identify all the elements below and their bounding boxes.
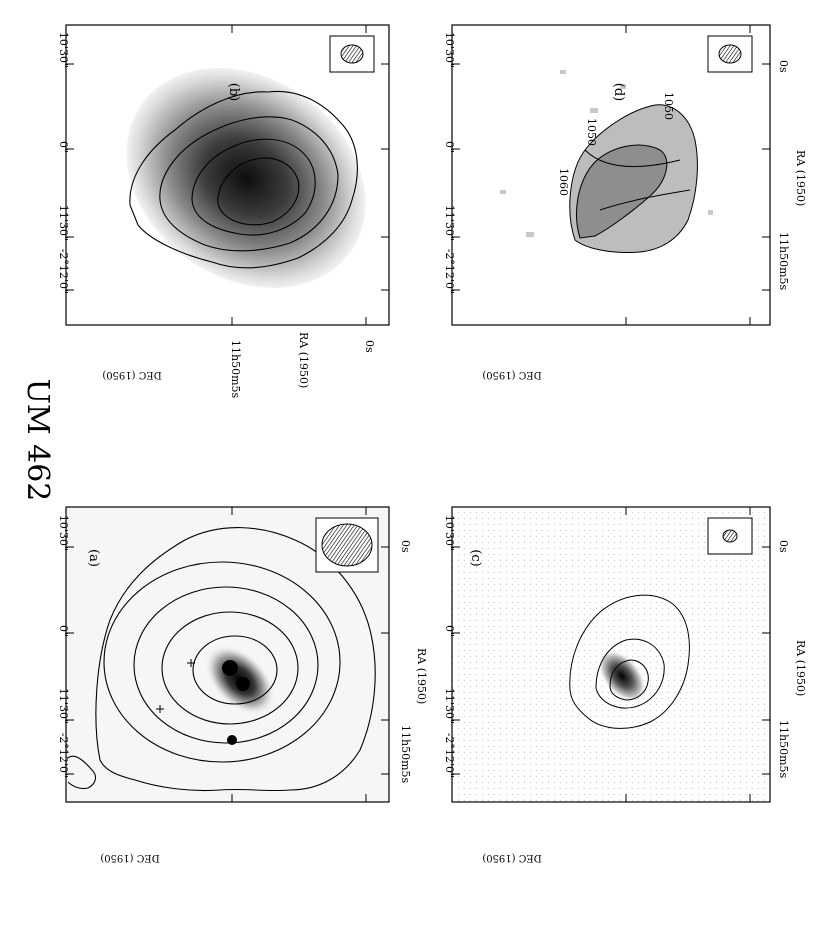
- panel-b-contour-2: [159, 116, 339, 252]
- panel-d-label: (d): [611, 83, 626, 101]
- panel-b: (b) 11h50m5s 0s RA (1950) 10'30" 0" 11'3…: [57, 24, 390, 399]
- panel-b-xlabel: RA (1950): [297, 332, 310, 388]
- panel-b-contour-outer: [129, 90, 358, 269]
- panel-d-contour-label-1: 1060: [557, 168, 570, 196]
- panel-c-dec-tick-2: 0": [443, 625, 456, 637]
- panel-a-label: (a): [86, 549, 101, 567]
- panel-a-ylabel: DEC (1950): [100, 852, 159, 863]
- panel-d-ra-tick-2: 0s: [777, 60, 790, 73]
- panel-b-ra-tick-1: 11h50m5s: [229, 340, 242, 399]
- panel-c-contour-outer: [569, 594, 690, 729]
- panel-d-dec-tick-4: -2°12'0": [443, 249, 456, 294]
- panel-a-beam-icon: [321, 523, 373, 567]
- panel-c: (c) 11h50m5s 0s RA (1950) 10'30" 0" 11'3…: [443, 506, 807, 863]
- panel-c-ra-tick-2: 0s: [777, 540, 790, 553]
- panel-a-core-2: [236, 677, 250, 691]
- panel-b-dec-tick-1: 10'30": [57, 32, 70, 68]
- panel-d-xlabel: RA (1950): [794, 150, 807, 206]
- panel-d: 1060 1050 1060 1050 (d) 11h50m5s 0s RA (…: [443, 24, 807, 380]
- panel-b-emission: [126, 67, 366, 289]
- panel-c-label: (c): [468, 549, 483, 566]
- panel-b-dec-tick-2: 0": [57, 141, 70, 153]
- panel-b-dec-tick-4: -2°12'0": [57, 249, 70, 294]
- panel-d-ylabel: DEC (1950): [482, 369, 541, 380]
- panel-c-dec-tick-3: 11'30": [443, 688, 456, 724]
- panel-c-ra-tick-1: 11h50m5s: [777, 720, 790, 779]
- panel-a-core-1: [222, 660, 238, 676]
- panel-b-beam-icon: [340, 44, 364, 64]
- panel-c-xlabel: RA (1950): [794, 640, 807, 696]
- panel-c-dec-tick-1: 10'30": [443, 515, 456, 551]
- panel-b-contour-3: [191, 138, 316, 236]
- panel-d-contour-label-4: 1050: [662, 92, 675, 120]
- panel-d-dec-tick-1: 10'30": [443, 32, 456, 68]
- panel-d-ra-tick-1: 11h50m5s: [777, 232, 790, 291]
- panel-a-ra-tick-1: 11h50m5s: [399, 725, 412, 784]
- panel-b-label: (b): [226, 83, 241, 101]
- panel-d-dec-tick-2: 0": [443, 141, 456, 153]
- panel-d-beam-icon: [718, 44, 742, 64]
- panel-a-ra-tick-2: 0s: [399, 540, 412, 553]
- panel-a-dec-tick-4: -2°12'0": [57, 733, 70, 778]
- panel-a-dec-tick-1: 10'30": [57, 515, 70, 551]
- panel-b-contour-4: [217, 157, 300, 226]
- panel-c-beam-icon: [722, 529, 738, 543]
- panel-a: (a) 11h50m5s 0s RA (1950) 10'30" 0" 11'3…: [57, 506, 428, 863]
- panel-a-dec-tick-3: 11'30": [57, 688, 70, 724]
- panel-d-dec-tick-3: 11'30": [443, 205, 456, 241]
- panel-a-dec-tick-2: 0": [57, 625, 70, 637]
- panel-a-contour-outer: [95, 527, 376, 792]
- panel-d-contour-label-2: 1050: [585, 118, 598, 146]
- panel-b-ra-tick-2: 0s: [363, 340, 376, 353]
- panel-c-dec-tick-4: -2°12'0": [443, 733, 456, 778]
- panel-c-ylabel: DEC (1950): [482, 852, 541, 863]
- panel-b-dec-tick-3: 11'30": [57, 205, 70, 241]
- panel-b-ylabel: DEC (1950): [102, 369, 161, 380]
- panel-a-xlabel: RA (1950): [415, 648, 428, 704]
- figure-title: UM 462: [20, 379, 55, 502]
